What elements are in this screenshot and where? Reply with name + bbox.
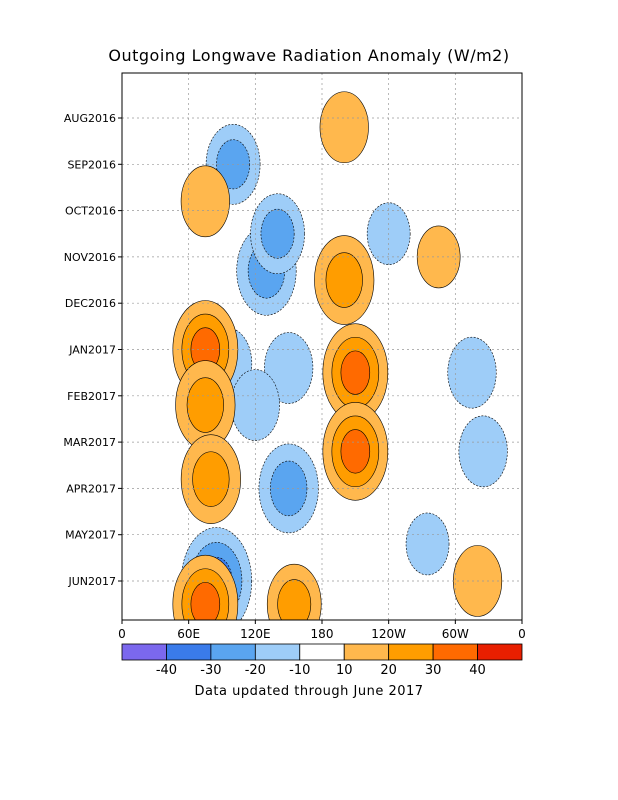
contour-band [340,350,371,395]
colorbar-label: -10 [289,663,310,678]
anomaly-region [405,512,450,576]
contour-band [186,377,224,433]
y-tick-label: FEB2017 [67,390,116,403]
contour-band [277,579,312,620]
anomaly-region [264,332,314,404]
gridlines [122,73,522,620]
colorbar-swatch [210,643,256,661]
y-tick-label: AUG2016 [64,112,116,125]
contour-band [190,582,221,620]
colorbar-label: -20 [245,663,266,678]
x-axis: 0 60E 120E 180 120W 60W 0 [118,620,526,641]
x-tick-label: 120W [371,627,406,641]
y-tick-label: OCT2016 [65,205,116,218]
anomaly-region [458,415,508,488]
contour-band [405,512,450,576]
chart-title: Outgoing Longwave Radiation Anomaly (W/m… [108,46,510,65]
y-tick-label: SEP2016 [67,158,116,171]
y-tick-label: APR2017 [66,482,116,495]
contour-band [458,415,508,488]
anomaly-region [180,434,241,524]
anomaly-region [447,336,497,409]
anomaly-field [172,91,508,620]
anomaly-region [322,323,389,422]
x-tick-label: 60E [177,627,200,641]
y-tick-label: JUN2017 [67,575,116,588]
contour-band [325,252,363,308]
colorbar-swatch [121,643,167,661]
anomaly-region [266,563,322,620]
colorbar-swatch [166,643,212,661]
y-axis: AUG2016 SEP2016 OCT2016 NOV2016 DEC2016 JAN20… [63,112,122,588]
anomaly-region [250,193,305,275]
contour-band [340,429,371,474]
contour-band [447,336,497,409]
colorbar-label: -30 [200,663,221,678]
colorbar-swatch [477,643,523,661]
colorbar-swatch [343,643,390,661]
x-tick-label: 120E [240,627,271,641]
y-tick-label: MAR2017 [63,436,116,449]
anomaly-region [175,360,236,450]
x-tick-label: 0 [518,627,526,641]
colorbar-label: -40 [156,663,177,678]
anomaly-region [180,165,230,238]
x-tick-label: 180 [311,627,334,641]
colorbar-label: 30 [425,663,442,678]
colorbar-label: 10 [336,663,353,678]
contour-band [192,451,230,507]
x-tick-label: 0 [118,627,126,641]
y-tick-label: NOV2016 [64,251,116,264]
colorbar-label: 40 [469,663,486,678]
data-updated-note: Data updated through June 2017 [194,684,424,699]
y-tick-label: DEC2016 [65,297,116,310]
colorbar-swatch [254,643,301,661]
contour-band [264,332,314,404]
y-tick-label: MAY2017 [65,529,116,542]
contour-band [180,165,230,238]
contour-band [260,208,295,259]
colorbar-label: 20 [380,663,397,678]
colorbar: -40 -30 -20 -10 10 20 30 40 [121,643,523,678]
colorbar-swatch [299,643,345,661]
x-tick-label: 60W [442,627,469,641]
colorbar-swatch [432,643,478,661]
anomaly-region [319,91,369,164]
anomaly-region [314,235,375,325]
anomaly-region [322,402,389,501]
y-tick-label: JAN2017 [68,344,116,357]
contour-band [319,91,369,164]
colorbar-swatch [388,643,434,661]
anomaly-region [172,554,239,620]
